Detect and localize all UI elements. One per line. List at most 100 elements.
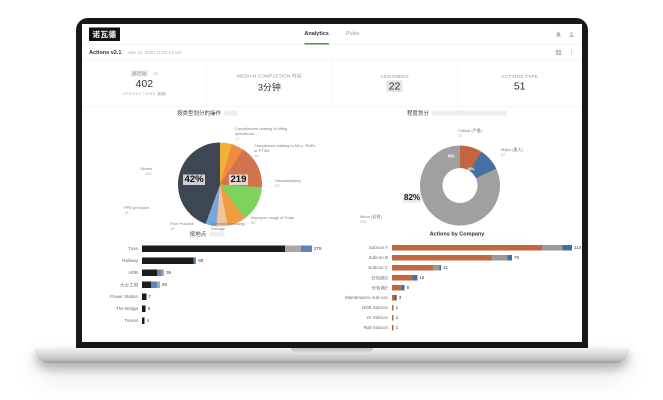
bar-label: HDB Subcon bbox=[361, 305, 388, 310]
tab-analytics[interactable]: Analytics bbox=[304, 24, 329, 45]
bar-segment bbox=[142, 245, 285, 252]
pie-label: Compliances relating to lifting operatio… bbox=[235, 126, 288, 142]
report-header: Actions v2.1 Mar 24, 2020 11:00:13 AM bbox=[82, 45, 582, 60]
chart-title: Actions by Company bbox=[429, 231, 485, 237]
bar-segment bbox=[439, 264, 441, 271]
bar-track[interactable] bbox=[142, 317, 145, 324]
bar-label: Subcon B bbox=[368, 255, 388, 260]
kpi-subtext: OPEN ACTIONS 219 bbox=[122, 91, 167, 96]
bar-label: 分包商D bbox=[371, 275, 388, 281]
grid-icon[interactable] bbox=[555, 49, 562, 56]
bar-track[interactable] bbox=[392, 244, 572, 251]
bar-row: Maintenance sub-con 3 bbox=[332, 293, 582, 303]
bar-track[interactable] bbox=[392, 304, 394, 311]
bar-segment bbox=[142, 305, 146, 312]
bar-row: Rail Subcon 1 bbox=[332, 323, 582, 333]
severity-donut-chart: 程度划分 Critical (严重) 37 Major (重大) 37 Minor … bbox=[332, 107, 582, 228]
chart-title: 按地点 bbox=[82, 228, 332, 241]
bar-segment bbox=[392, 244, 542, 251]
bar-label: 大士工地 bbox=[119, 282, 138, 288]
bar-label: Railway bbox=[122, 258, 138, 263]
bar-row: Tunnel 4 bbox=[82, 315, 332, 327]
bar-value: 8 bbox=[406, 285, 410, 290]
bar-row: Subcon B 76 bbox=[332, 253, 582, 263]
bar-value: 76 bbox=[513, 255, 519, 260]
bar-segment bbox=[401, 284, 405, 291]
bar-track[interactable] bbox=[142, 245, 312, 252]
pie-label: Improper usage of Tools 52 bbox=[251, 215, 294, 226]
bar-segment bbox=[284, 245, 301, 252]
kebab-menu-icon[interactable] bbox=[568, 49, 575, 56]
top-bar: 诺瓦德 Analytics Pulse bbox=[82, 24, 582, 45]
bar-track[interactable] bbox=[392, 254, 512, 261]
bar-label: JV Subcon bbox=[366, 315, 388, 320]
bar-segment bbox=[491, 254, 508, 261]
bar-label: HDB bbox=[128, 270, 138, 275]
bar-segment bbox=[392, 324, 394, 331]
kpi-label: MEDIAN COMPLETION 时间 bbox=[237, 73, 302, 79]
laptop-base bbox=[35, 348, 629, 363]
report-header-icons bbox=[555, 49, 575, 56]
bar-row: Subcon A 114 bbox=[332, 243, 582, 253]
bar-value: 1 bbox=[395, 325, 399, 330]
bar-segment bbox=[142, 257, 194, 264]
donut-area: Critical (严重) 37 Major (重大) 37 Minor (轻微) 3… bbox=[332, 120, 582, 227]
bar-value: 4 bbox=[146, 318, 149, 323]
bar-value: 114 bbox=[573, 245, 582, 250]
bar-segment bbox=[507, 254, 512, 261]
dashboard: 诺瓦德 Analytics Pulse Actions v2.1 bbox=[82, 24, 582, 342]
bar-row: Railway 88 bbox=[82, 255, 332, 267]
bar-segment bbox=[412, 274, 418, 281]
charts-row: 按类型划分的操作 Compliances relating to lifting… bbox=[82, 107, 582, 236]
top-bar-icons bbox=[555, 31, 575, 38]
pie-annotation-percent: 42% bbox=[183, 174, 206, 185]
kpi-badge: 45 bbox=[152, 71, 159, 77]
pie-annotation-count: 219 bbox=[229, 174, 248, 185]
bell-icon[interactable] bbox=[555, 31, 562, 38]
bar-track[interactable] bbox=[392, 294, 397, 301]
bar-segment bbox=[142, 269, 157, 276]
bar-track[interactable] bbox=[392, 324, 394, 331]
blurred-text bbox=[224, 110, 237, 116]
bar-label: Rail Subcon bbox=[363, 325, 388, 330]
bar-row: 大士工地 29 bbox=[82, 279, 332, 291]
laptop-screen-bezel: 诺瓦德 Analytics Pulse Actions v2.1 bbox=[76, 18, 588, 348]
bar-row: Tuas 276 bbox=[82, 243, 332, 255]
actions-by-location-chart: 按地点 Tuas 276 Railway 88 HDB 36 大士工地 29 Power Sta… bbox=[82, 228, 332, 341]
bar-segment bbox=[392, 314, 394, 321]
laptop-notch bbox=[291, 348, 373, 354]
bar-track[interactable] bbox=[392, 284, 405, 291]
bar-label: Power Station bbox=[109, 294, 138, 299]
bar-row: HDB Subcon 1 bbox=[332, 303, 582, 313]
slice-percent: 9% bbox=[448, 153, 455, 159]
brand-logo[interactable]: 诺瓦德 bbox=[89, 27, 121, 41]
tab-pulse[interactable]: Pulse bbox=[345, 30, 360, 37]
kpi-value: 402 bbox=[135, 78, 154, 90]
laptop-display: 诺瓦德 Analytics Pulse Actions v2.1 bbox=[82, 24, 582, 342]
bar-track[interactable] bbox=[392, 274, 418, 281]
bar-track[interactable] bbox=[142, 305, 146, 312]
bar-track[interactable] bbox=[392, 264, 441, 271]
user-icon[interactable] bbox=[568, 31, 575, 38]
bar-track[interactable] bbox=[392, 314, 394, 321]
bar-value: 3 bbox=[398, 295, 402, 300]
bar-label: Subcon A bbox=[368, 245, 388, 250]
chart-title: 程度划分 bbox=[332, 107, 582, 120]
bar-segment bbox=[392, 274, 413, 281]
bar-segment bbox=[392, 304, 394, 311]
bar-segment bbox=[145, 305, 146, 312]
bar-track[interactable] bbox=[142, 257, 197, 264]
bar-segment bbox=[392, 284, 402, 291]
bar-track[interactable] bbox=[142, 293, 147, 300]
bar-track[interactable] bbox=[142, 281, 160, 288]
blurred-text bbox=[432, 110, 507, 116]
bar-value: 16 bbox=[419, 275, 425, 280]
pie-label: Others 167 bbox=[139, 166, 152, 177]
bar-track[interactable] bbox=[142, 269, 165, 276]
donut-label: Major (重大) 37 bbox=[501, 147, 523, 158]
kpi-label: 总行动 45 bbox=[130, 70, 159, 77]
bar-segment bbox=[392, 294, 396, 301]
pie-label: Housekeeping 63 bbox=[275, 178, 301, 189]
slice-percent: 82% bbox=[403, 193, 422, 203]
